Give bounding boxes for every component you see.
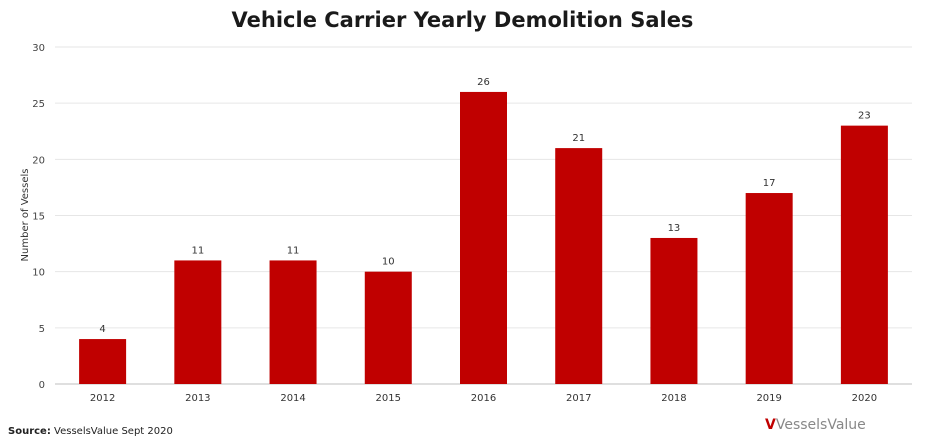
data-label: 11 [191, 245, 204, 256]
y-tick-label: 25 [32, 99, 45, 110]
bar-2019 [745, 193, 793, 384]
bar-2018 [650, 237, 698, 384]
source-label: Source: [8, 426, 51, 437]
data-label: 10 [382, 257, 395, 268]
data-label: 4 [99, 324, 105, 335]
x-tick-label: 2013 [185, 393, 210, 404]
bar-2015 [364, 271, 412, 384]
data-label: 23 [858, 111, 871, 122]
y-axis-ticks: 0 5 10 15 20 25 30 [32, 43, 45, 391]
x-tick-label: 2019 [756, 393, 781, 404]
x-tick-label: 2014 [280, 393, 305, 404]
data-label: 17 [763, 178, 776, 189]
x-tick-label: 2015 [376, 393, 401, 404]
y-tick-label: 0 [39, 380, 45, 391]
bar-2016 [460, 91, 507, 384]
y-tick-label: 30 [32, 43, 45, 54]
bar-2014 [269, 260, 317, 384]
y-tick-label: 20 [32, 155, 45, 166]
data-labels: 4 11 11 10 26 21 13 17 23 [99, 77, 870, 335]
logo-text: VesselsValue [775, 417, 866, 433]
y-tick-label: 10 [32, 268, 45, 279]
data-label: 21 [572, 133, 585, 144]
x-tick-label: 2017 [566, 393, 591, 404]
x-axis-ticks: 2012 2013 2014 2015 2016 2017 2018 2019 2020 [90, 393, 877, 404]
x-tick-label: 2012 [90, 393, 115, 404]
data-label: 26 [477, 77, 490, 88]
x-tick-label: 2018 [661, 393, 686, 404]
data-label: 13 [668, 223, 681, 234]
bars [79, 91, 888, 384]
source-note: Source: VesselsValue Sept 2020 [8, 426, 173, 437]
chart-title: Vehicle Carrier Yearly Demolition Sales [231, 8, 694, 32]
bar-2013 [174, 260, 222, 384]
y-tick-label: 15 [32, 212, 45, 223]
vesselsvalue-logo: VVesselsValue [765, 417, 866, 433]
y-axis-label: Number of Vessels [20, 169, 31, 262]
bar-2012 [79, 339, 127, 384]
x-tick-label: 2016 [471, 393, 496, 404]
source-text: VesselsValue Sept 2020 [54, 426, 173, 437]
bar-2020 [840, 125, 888, 384]
bar-2017 [555, 148, 603, 384]
y-tick-label: 5 [39, 324, 45, 335]
data-label: 11 [287, 245, 300, 256]
x-tick-label: 2020 [852, 393, 877, 404]
